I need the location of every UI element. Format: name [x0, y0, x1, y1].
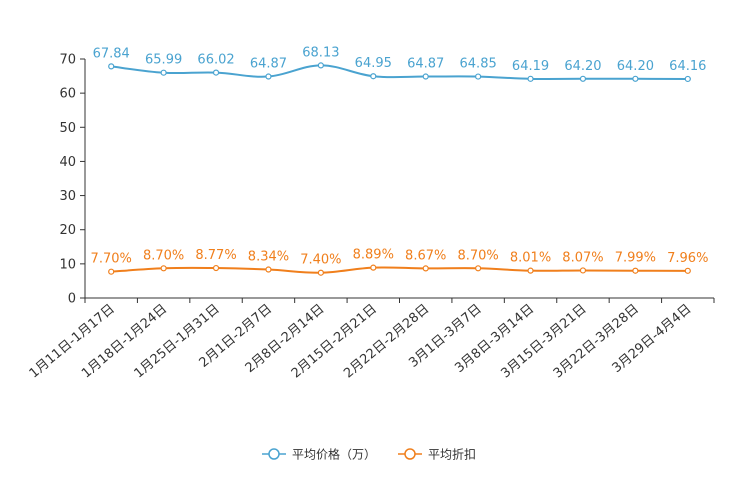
data-point — [684, 75, 691, 83]
series-line — [111, 266, 688, 274]
data-label: 67.84 — [93, 46, 130, 61]
series-1: 7.70% 8.70% 8.77% 8.34% 7.40% 8.89% 8.67% 8.70%… — [91, 248, 708, 276]
data-label: 64.95 — [355, 56, 392, 71]
data-point — [265, 73, 272, 80]
data-label: 8.77% — [195, 248, 236, 263]
data-point — [108, 268, 115, 275]
data-label: 64.87 — [250, 57, 287, 72]
data-point — [370, 73, 377, 80]
series-0: 67.84 65.99 66.02 64.87 68.13 64.95 64.87 64.85… — [93, 45, 706, 83]
y-tick-label: 0 — [68, 292, 76, 307]
data-point — [317, 62, 324, 69]
y-tick-label: 70 — [59, 53, 76, 68]
data-label: 64.20 — [564, 59, 601, 74]
y-tick-label: 40 — [59, 155, 76, 170]
data-point — [317, 269, 324, 276]
data-label: 8.70% — [143, 248, 184, 263]
data-point — [212, 69, 220, 76]
data-label: 7.40% — [300, 253, 341, 268]
y-tick-label: 50 — [59, 121, 76, 136]
data-point — [212, 264, 220, 272]
data-point — [527, 75, 534, 82]
x-tick-label: 1月11日-1月17日 — [27, 302, 118, 382]
data-point — [475, 265, 482, 272]
data-label: 65.99 — [145, 53, 182, 68]
series-line — [111, 64, 688, 81]
data-label: 7.96% — [667, 251, 708, 266]
data-point — [370, 264, 377, 271]
legend-label: 平均价格（万） — [292, 447, 376, 462]
axes: 0102030405060701月11日-1月17日1月18日-1月24日1月2… — [27, 53, 715, 382]
legend-item-0[interactable]: 平均价格（万） — [262, 447, 376, 462]
data-point — [108, 63, 115, 70]
data-label: 8.07% — [562, 250, 603, 265]
data-point — [632, 267, 639, 274]
data-point — [527, 267, 534, 274]
legend-item-1[interactable]: 平均折扣 — [398, 447, 476, 462]
data-label: 8.67% — [405, 248, 446, 263]
series-layer: 67.84 65.99 66.02 64.87 68.13 64.95 64.87 64.85… — [91, 45, 708, 276]
data-point — [160, 265, 167, 272]
y-tick-label: 30 — [59, 189, 76, 204]
data-point — [475, 73, 482, 80]
data-label: 8.34% — [248, 250, 289, 265]
y-tick-label: 60 — [59, 87, 76, 102]
data-label: 7.99% — [615, 251, 656, 266]
data-label: 68.13 — [302, 45, 339, 60]
data-point — [160, 69, 167, 76]
data-point — [632, 75, 639, 82]
data-label: 8.01% — [510, 251, 551, 266]
legend-label: 平均折扣 — [428, 447, 476, 462]
legend-marker — [268, 448, 280, 460]
legend[interactable]: 平均价格（万） 平均折扣 — [262, 447, 476, 462]
data-label: 7.70% — [91, 252, 132, 267]
data-point — [422, 265, 429, 272]
data-label: 64.87 — [407, 57, 444, 72]
data-label: 64.19 — [512, 59, 549, 74]
data-label: 64.20 — [617, 59, 654, 74]
data-point — [265, 266, 272, 273]
y-tick-label: 20 — [59, 223, 76, 238]
y-tick-label: 10 — [59, 257, 76, 272]
data-label: 64.16 — [669, 59, 706, 74]
data-label: 66.02 — [197, 53, 234, 68]
data-label: 8.89% — [353, 248, 394, 263]
data-point — [684, 267, 691, 274]
data-label: 64.85 — [460, 57, 497, 72]
data-label: 8.70% — [457, 248, 498, 263]
data-point — [579, 75, 587, 82]
data-point — [579, 267, 587, 274]
legend-marker — [404, 448, 416, 460]
data-point — [422, 73, 429, 80]
